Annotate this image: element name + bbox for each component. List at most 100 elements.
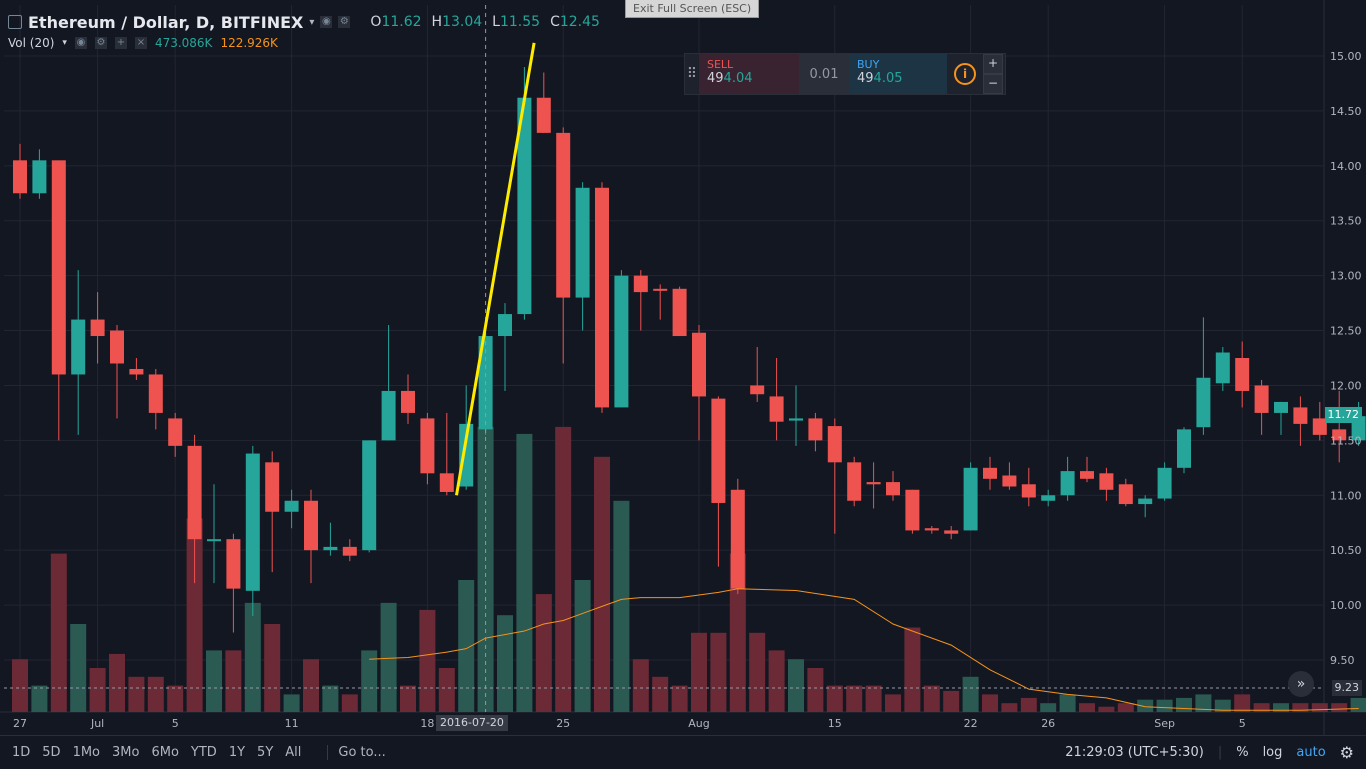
y-tick-label: 14.00 [1330,160,1362,173]
volume-bar [865,685,882,712]
candle-body [1215,352,1230,384]
price-chart[interactable]: 9.50 10.00 10.50 11.00 11.50 12.00 12.50 13.00 1… [0,0,1366,735]
eye-icon[interactable]: ◉ [74,37,87,49]
candle-body [304,500,318,551]
volume-bar [982,694,998,712]
range-3mo[interactable]: 3Mo [112,745,140,760]
candle-body [847,462,862,501]
candle-body [148,374,163,413]
candle-body [381,390,396,441]
candle-body [1254,385,1269,413]
candle-body [1332,429,1347,441]
volume-bar [380,602,397,712]
eye-icon[interactable]: ◉ [320,16,333,28]
volume-bar [147,676,164,712]
range-1d[interactable]: 1D [12,745,31,760]
volume-bar [1137,699,1154,712]
volume-bar [671,685,688,712]
menu-icon[interactable] [8,15,22,29]
candle-body [90,319,105,337]
candle-body [536,97,551,133]
scroll-to-realtime-button[interactable]: » [1288,671,1314,697]
chevron-down-icon[interactable]: ▾ [309,16,315,28]
range-all[interactable]: All [285,745,302,760]
volume-bar [1001,703,1018,712]
candle-body [808,418,823,441]
volume-bar [594,456,610,712]
candle-body [556,132,571,298]
volume-bar [749,632,766,712]
candle-body [265,462,280,512]
settings-icon[interactable]: ⚙ [94,37,107,49]
candle-body [1177,429,1191,468]
candle-body [633,275,648,293]
volume-bar [516,433,533,712]
last-price-tag: 11.72 [1324,407,1362,423]
quantity-minus-button[interactable]: − [983,74,1003,94]
volume-bar [826,685,843,712]
y-tick-label: 10.50 [1330,544,1362,557]
x-tick-label: 15 [828,717,842,730]
volume-bar [1331,703,1348,712]
high-value: 13.04 [442,14,483,30]
range-5y[interactable]: 5Y [257,745,274,760]
volume-bar [1098,706,1115,712]
candle-body [245,453,260,591]
info-icon[interactable]: i [954,63,976,85]
range-1y[interactable]: 1Y [228,745,246,760]
plus-icon[interactable]: + [114,37,127,49]
volume-bar [768,650,785,712]
y-tick-label: 11.00 [1330,489,1362,502]
chevron-down-icon[interactable]: ▾ [62,38,67,48]
trade-panel: ⠿ SELL 494.04 0.01 BUY 494.05 i + − [684,53,1006,95]
drag-handle-icon[interactable]: ⠿ [686,66,698,82]
percent-scale-toggle[interactable]: % [1236,745,1249,760]
gear-icon[interactable]: ⚙ [1339,743,1354,762]
candle-body [207,539,221,542]
volume-bar [729,553,746,712]
volume-bar [283,694,300,712]
volume-indicator-label[interactable]: Vol (20) [8,36,55,50]
goto-date-button[interactable]: Go to... [327,745,386,760]
volume-bar [1273,703,1289,712]
candle-body [1118,484,1133,505]
x-tick-label: Sep [1154,717,1175,730]
x-tick-label: Jul [90,717,104,730]
volume-bar [807,668,824,712]
close-icon[interactable]: × [134,37,147,49]
settings-icon[interactable]: ⚙ [338,16,351,28]
candle-body [1002,475,1017,487]
exit-fullscreen-tooltip[interactable]: Exit Full Screen (ESC) [625,0,760,18]
range-ytd[interactable]: YTD [190,745,217,760]
sell-button[interactable]: SELL 494.04 [699,54,799,94]
candle-body [226,539,241,589]
bottom-toolbar: 1D 5D 1Mo 3Mo 6Mo YTD 1Y 5Y All Go to... 21:29:0… [0,735,1366,769]
symbol-title[interactable]: Ethereum / Dollar, D, BITFINEX [28,12,304,32]
volume-bar [361,650,378,712]
volume-bar [341,694,358,712]
x-tick-label: 11 [285,717,299,730]
range-5d[interactable]: 5D [42,745,61,760]
crosshair-date-label: 2016-07-20 [436,715,508,731]
range-1mo[interactable]: 1Mo [72,745,101,760]
candle-body [168,418,183,446]
volume-bar [244,602,261,712]
y-tick-label: 10.00 [1330,599,1362,612]
volume-ma-value: 122.926K [220,36,278,50]
volume-level-tag: 9.23 [1331,680,1362,696]
volume-bar [50,553,67,712]
buy-button[interactable]: BUY 494.05 [849,54,947,94]
quantity-plus-button[interactable]: + [983,54,1003,74]
range-6mo[interactable]: 6Mo [151,745,179,760]
auto-scale-toggle[interactable]: auto [1296,745,1326,760]
y-tick-label: 15.00 [1330,50,1362,63]
log-scale-toggle[interactable]: log [1262,745,1283,760]
y-tick-label: 14.50 [1330,105,1362,118]
volume-bar [535,594,552,712]
volume-bar [1117,703,1134,712]
volume-bar [1195,694,1212,712]
candle-body [672,288,687,337]
candle-body [575,187,590,298]
candle-body [129,368,144,375]
candle-body [51,160,66,375]
